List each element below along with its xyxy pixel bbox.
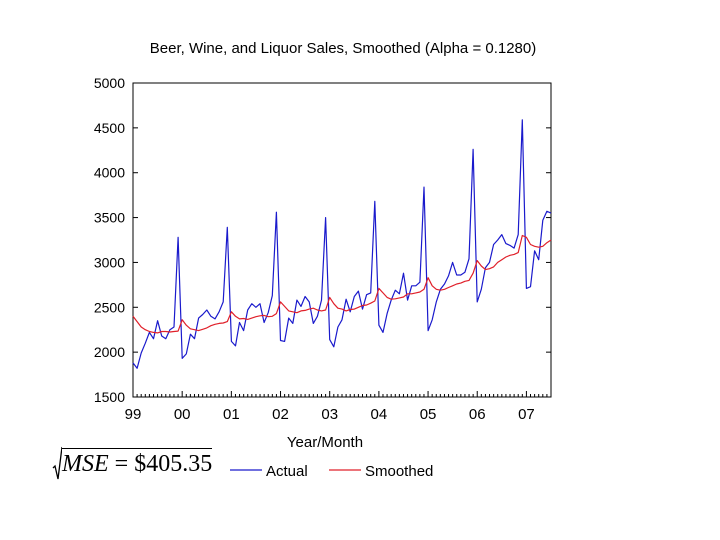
mse-symbol: MSE bbox=[62, 450, 109, 477]
y-tick-label: 3000 bbox=[94, 254, 125, 270]
y-tick-label: 2500 bbox=[94, 299, 125, 315]
legend: Actual Smoothed bbox=[230, 463, 433, 480]
series-layer bbox=[132, 119, 552, 369]
y-tick-label: 2000 bbox=[94, 344, 125, 360]
legend-label-smoothed: Smoothed bbox=[365, 463, 433, 480]
square-root-icon bbox=[52, 446, 62, 480]
x-tick-label: 05 bbox=[420, 406, 437, 423]
x-tick-label: 03 bbox=[321, 406, 338, 423]
x-axis-label: Year/Month bbox=[287, 434, 363, 451]
x-tick-label: 02 bbox=[272, 406, 289, 423]
chart-title: Beer, Wine, and Liquor Sales, Smoothed (… bbox=[150, 40, 537, 57]
mse-formula: MSE = $405.35 bbox=[52, 446, 213, 480]
x-axis: 99 00 01 02 03 04 05 06 07 bbox=[125, 391, 552, 423]
x-tick-label: 01 bbox=[223, 406, 240, 423]
series-line-actual bbox=[132, 119, 552, 369]
y-tick-label: 4500 bbox=[94, 120, 125, 136]
x-tick-label: 99 bbox=[125, 406, 142, 423]
x-tick-label: 00 bbox=[174, 406, 191, 423]
x-tick-label: 06 bbox=[469, 406, 486, 423]
y-tick-label: 3500 bbox=[94, 210, 125, 226]
x-tick-label: 07 bbox=[518, 406, 535, 423]
y-axis: 1500 2000 2500 3000 3500 4000 4500 5000 bbox=[94, 75, 551, 405]
series-line-smoothed bbox=[132, 234, 552, 334]
plot-frame bbox=[132, 82, 552, 398]
y-tick-label: 4000 bbox=[94, 165, 125, 181]
y-tick-label: 5000 bbox=[94, 75, 125, 91]
x-tick-label: 04 bbox=[371, 406, 388, 423]
formula-text: MSE = $405.35 bbox=[62, 447, 213, 479]
y-tick-label: 1500 bbox=[94, 389, 125, 405]
legend-label-actual: Actual bbox=[266, 463, 308, 480]
mse-value: = $405.35 bbox=[108, 450, 213, 477]
